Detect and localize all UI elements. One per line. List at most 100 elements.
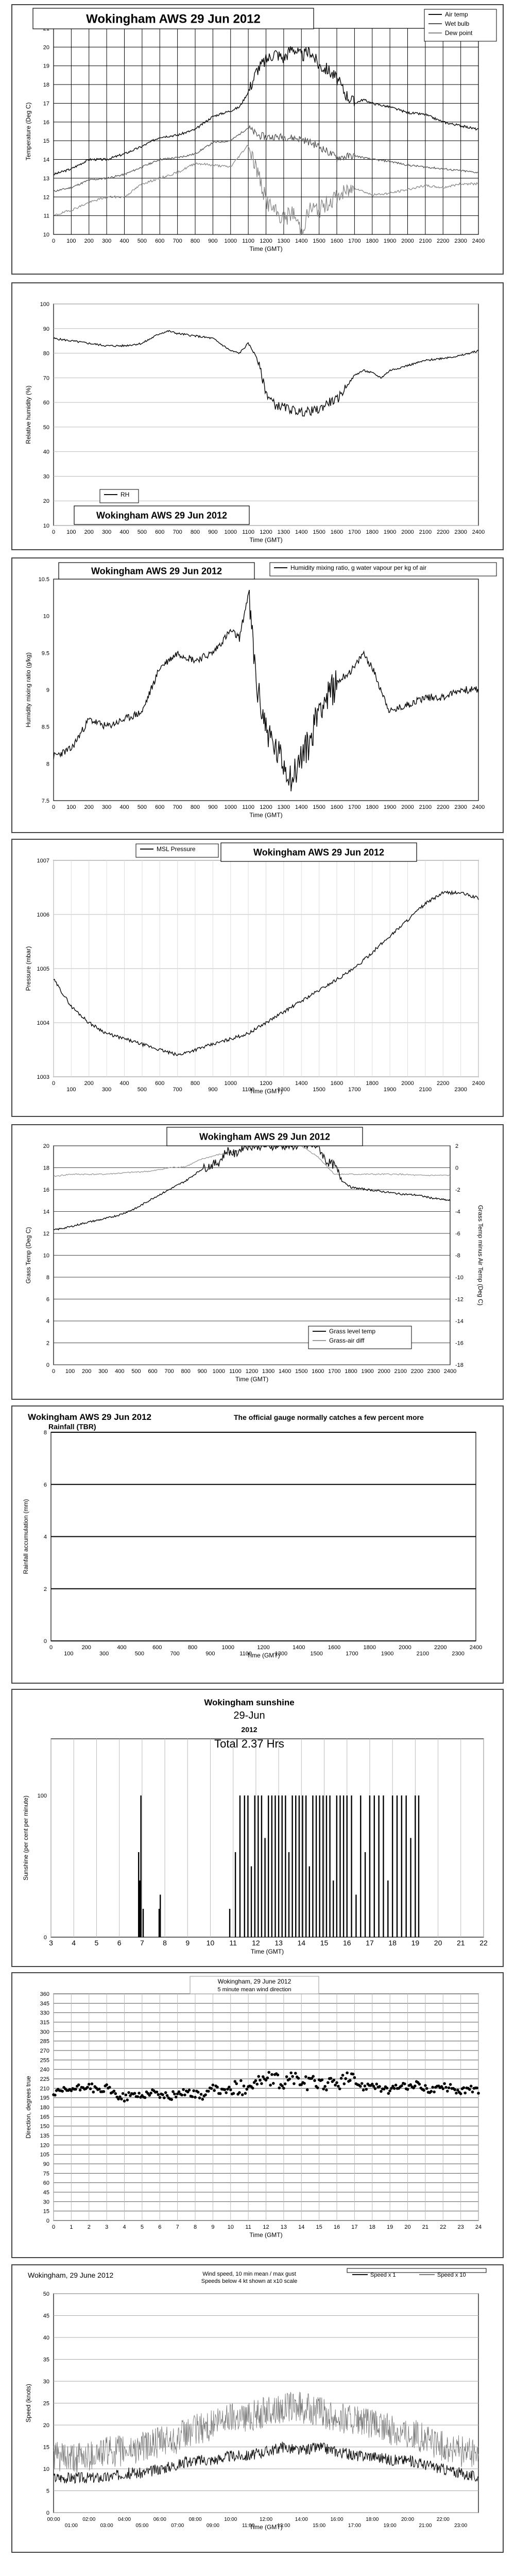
y-axis-label: Grass Temp (Deg C) <box>25 1227 32 1284</box>
wind-direction-point <box>363 2084 367 2088</box>
chart-svg-mixing-ratio: 7.5 8 8.5 9 9.5 10 10.5 0 100 200 300 400 500 600 700 8… <box>25 562 497 819</box>
wind-direction-point <box>267 2071 270 2074</box>
wind-direction-point <box>390 2087 393 2090</box>
x-tick-label: 300 <box>102 804 111 810</box>
x-tick-label: 1800 <box>345 1368 357 1375</box>
chart-title-box <box>166 1127 363 1146</box>
x-tick-label: 1900 <box>384 238 396 244</box>
wind-direction-point <box>391 2084 394 2088</box>
y-axis-label: Humidity mixing ratio (g/kg) <box>25 652 32 727</box>
y-tick-label: 30 <box>43 473 49 480</box>
legend-label: Speed x 1 <box>370 2272 396 2278</box>
wind-direction-point <box>371 2082 374 2086</box>
sunshine-bar <box>305 1795 307 1937</box>
wind-direction-point <box>447 2086 451 2090</box>
x-tick-label: 0 <box>52 1080 55 1087</box>
y-tick-label: 270 <box>40 2048 49 2054</box>
x-tick-label: 100 <box>64 1651 73 1657</box>
x-tick-label: 700 <box>170 1651 179 1657</box>
x-tick-label: 200 <box>84 804 94 810</box>
x-tick-label: 23 <box>458 2224 464 2230</box>
y-tick-label: 165 <box>40 2114 49 2120</box>
sunshine-bar <box>140 1795 142 1937</box>
y-tick-label: 40 <box>43 449 49 455</box>
wind-direction-point <box>233 2080 237 2083</box>
y-tick-label: 10 <box>43 523 49 529</box>
y-tick-label: 25 <box>43 2401 49 2407</box>
wind-direction-point <box>449 2083 452 2086</box>
x-tick-label: 15 <box>316 2224 322 2230</box>
x-tick-label: 200 <box>84 238 94 244</box>
wind-direction-point <box>238 2091 241 2094</box>
x-tick-label: 15 <box>320 1939 329 1947</box>
wind-direction-point <box>90 2082 94 2086</box>
y-tick-label: 20 <box>43 44 49 50</box>
x-tick-label: 700 <box>173 529 182 535</box>
wind-direction-point <box>89 2087 92 2091</box>
x-tick-label: 200 <box>82 1368 91 1375</box>
sunshine-bar <box>139 1880 141 1937</box>
y-tick-label: 45 <box>43 2313 49 2319</box>
x-tick-label: 2300 <box>454 804 467 810</box>
y-axis-label: Sunshine (per cent per minute) <box>22 1795 29 1880</box>
x-tick-label: 900 <box>208 1087 217 1093</box>
wind-direction-point <box>61 2090 64 2093</box>
x-tick-label: 14:00 <box>295 2517 308 2522</box>
x-tick-label: 5 <box>141 2224 144 2230</box>
x-tick-label: 1400 <box>279 1368 291 1375</box>
wind-direction-point <box>459 2092 462 2095</box>
wind-direction-point <box>77 2083 80 2087</box>
chart-subtitle: Rainfall (TBR) <box>48 1422 96 1431</box>
chart-title: Wokingham, 29 June 2012 <box>218 1978 291 1985</box>
wind-direction-point <box>70 2089 73 2092</box>
legend-label: Grass level temp <box>329 1328 375 1335</box>
sunshine-bar <box>325 1795 328 1937</box>
wind-direction-point <box>148 2094 151 2097</box>
y-tick-label: 2 <box>44 1586 47 1592</box>
chart-title: Wokingham AWS 29 Jun 2012 <box>86 12 261 26</box>
chart-title-box <box>58 562 255 580</box>
x-tick-label: 1000 <box>225 804 237 810</box>
wind-direction-point <box>164 2091 167 2094</box>
x-tick-label: 1100 <box>242 529 254 535</box>
chart-panel-wind-direction: 0 15 30 45 60 75 90 105 120 135 150 165 180 195 210 225… <box>11 1972 504 2258</box>
x-tick-label: 4 <box>123 2224 126 2230</box>
y-tick-label: 50 <box>43 425 49 431</box>
y-tick-label: 10 <box>43 232 49 238</box>
wind-direction-point <box>444 2086 448 2089</box>
wind-direction-point <box>259 2078 262 2082</box>
wind-direction-point <box>176 2092 179 2095</box>
sunshine-bar <box>271 1795 273 1937</box>
x-tick-label: 1900 <box>384 804 396 810</box>
x-tick-label: 17 <box>351 2224 357 2230</box>
x-tick-label: 1700 <box>346 1651 358 1657</box>
x-tick-label: 1500 <box>313 529 325 535</box>
sunshine-bar <box>312 1795 314 1937</box>
x-tick-label: 100 <box>66 804 76 810</box>
x-tick-label: 2400 <box>472 529 485 535</box>
x-tick-label: 18:00 <box>366 2517 379 2522</box>
sunshine-bar <box>288 1852 290 1937</box>
wind-direction-point <box>251 2087 254 2090</box>
wind-direction-point <box>158 2096 162 2099</box>
y-tick-label: 315 <box>40 2020 49 2026</box>
y-axis-label: Pressure (mbar) <box>25 946 32 991</box>
x-tick-label: 1600 <box>312 1368 324 1375</box>
wind-direction-point <box>291 2075 294 2078</box>
x-axis-label: Time (GMT) <box>249 1088 282 1095</box>
wind-direction-point <box>359 2084 362 2088</box>
y-tick-label: 4 <box>46 1318 49 1325</box>
x-tick-label: 600 <box>152 1645 162 1651</box>
x-tick-label: 1700 <box>328 1368 340 1375</box>
x-tick-label: 100 <box>66 238 76 244</box>
wind-direction-point <box>161 2093 164 2096</box>
wind-direction-point <box>305 2088 309 2092</box>
sunshine-bar <box>329 1795 331 1937</box>
x-tick-label: 500 <box>135 1651 144 1657</box>
wind-direction-point <box>270 2073 273 2076</box>
x-tick-label: 1700 <box>348 1087 360 1093</box>
y-tick-label: 10.5 <box>39 577 49 583</box>
x-tick-label: 21 <box>457 1939 465 1947</box>
wind-direction-point <box>425 2087 428 2090</box>
chart-title-box <box>74 505 250 525</box>
